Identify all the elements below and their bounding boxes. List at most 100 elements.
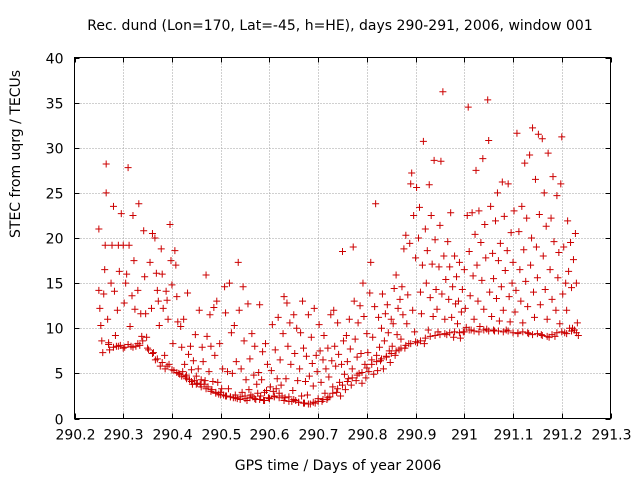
data-point-marker	[246, 394, 254, 402]
x-tick-label: 291.2	[542, 428, 582, 444]
data-point-marker	[520, 246, 528, 254]
data-point-marker	[530, 313, 538, 321]
data-point-marker	[300, 344, 308, 352]
data-point-marker	[327, 311, 335, 319]
data-point-marker	[98, 337, 106, 345]
data-point-marker	[407, 340, 415, 348]
data-point-marker	[253, 380, 261, 388]
data-point-marker	[546, 266, 554, 274]
data-point-marker	[350, 297, 358, 305]
data-point-marker	[568, 327, 576, 335]
x-tick-label: 291.3	[591, 428, 631, 444]
data-point-marker	[197, 383, 205, 391]
data-point-marker	[173, 368, 181, 376]
x-tick-label: 290.8	[347, 428, 387, 444]
data-point-marker	[418, 261, 426, 269]
data-point-marker	[476, 322, 484, 330]
data-point-marker	[262, 340, 270, 348]
data-point-marker	[290, 396, 298, 404]
data-point-marker	[144, 344, 152, 352]
data-point-marker	[235, 306, 243, 314]
data-point-marker	[123, 270, 131, 278]
data-point-marker	[397, 344, 405, 352]
data-point-marker	[222, 309, 230, 317]
data-point-marker	[388, 342, 396, 350]
data-point-marker	[554, 274, 562, 282]
data-point-marker	[558, 328, 566, 336]
data-point-marker	[256, 301, 264, 309]
data-point-marker	[496, 239, 504, 247]
data-point-marker	[244, 300, 252, 308]
data-point-marker	[518, 202, 526, 210]
data-point-marker	[492, 294, 500, 302]
data-point-marker	[412, 254, 420, 262]
data-point-marker	[516, 266, 524, 274]
y-tick-label: 20	[46, 232, 64, 248]
data-point-marker	[391, 351, 399, 359]
data-point-marker	[300, 399, 308, 407]
data-point-marker	[154, 297, 162, 305]
data-point-marker	[320, 331, 328, 339]
data-point-marker	[446, 263, 454, 271]
data-point-marker	[130, 257, 138, 265]
data-point-marker	[559, 290, 567, 298]
x-tick-label: 290.7	[298, 428, 338, 444]
data-point-marker	[95, 225, 103, 233]
data-point-marker	[134, 340, 142, 348]
data-point-marker	[572, 279, 580, 287]
data-point-marker	[356, 302, 364, 310]
x-tick-label: 290.2	[55, 428, 95, 444]
data-point-marker	[129, 211, 137, 219]
data-point-marker	[543, 315, 551, 323]
data-point-marker	[312, 351, 320, 359]
data-point-marker	[564, 217, 572, 225]
data-point-marker	[340, 370, 348, 378]
data-point-marker	[167, 257, 175, 265]
data-point-marker	[140, 227, 148, 235]
data-point-marker	[242, 376, 250, 384]
data-point-marker	[361, 360, 369, 368]
data-point-marker	[422, 279, 430, 287]
data-point-marker	[475, 328, 483, 336]
data-point-marker	[109, 202, 117, 210]
data-point-marker	[208, 386, 216, 394]
data-point-marker	[353, 371, 361, 379]
data-point-marker	[289, 387, 297, 395]
data-point-marker	[149, 349, 157, 357]
data-point-marker	[364, 349, 372, 357]
data-point-marker	[201, 377, 209, 385]
data-point-marker	[540, 189, 548, 197]
data-point-marker	[396, 295, 404, 303]
data-point-marker	[529, 331, 537, 339]
data-point-marker	[513, 129, 521, 137]
data-point-marker	[494, 257, 502, 265]
data-point-marker	[337, 392, 345, 400]
data-point-marker	[458, 285, 466, 293]
data-point-marker	[427, 211, 435, 219]
data-point-marker	[95, 286, 103, 294]
data-point-marker	[419, 137, 427, 145]
data-point-marker	[251, 342, 259, 350]
data-point-marker	[348, 374, 356, 382]
data-point-marker	[211, 351, 219, 359]
data-point-marker	[481, 220, 489, 228]
data-point-marker	[155, 322, 163, 330]
data-point-marker	[404, 291, 412, 299]
data-point-marker	[370, 370, 378, 378]
data-point-marker	[225, 279, 233, 287]
data-point-marker	[489, 249, 497, 257]
data-point-marker	[471, 230, 479, 238]
data-point-marker	[335, 350, 343, 358]
data-point-marker	[360, 313, 368, 321]
data-point-marker	[363, 330, 371, 338]
data-point-marker	[512, 286, 520, 294]
data-point-marker	[275, 394, 283, 402]
data-point-marker	[441, 315, 449, 323]
x-tick-label: 290.6	[249, 428, 289, 444]
x-tick-label: 290.5	[201, 428, 241, 444]
data-point-marker	[379, 365, 387, 373]
data-point-marker	[158, 270, 166, 278]
data-point-marker	[416, 288, 424, 296]
data-point-marker	[485, 327, 493, 335]
x-tick-label: 291	[451, 428, 478, 444]
